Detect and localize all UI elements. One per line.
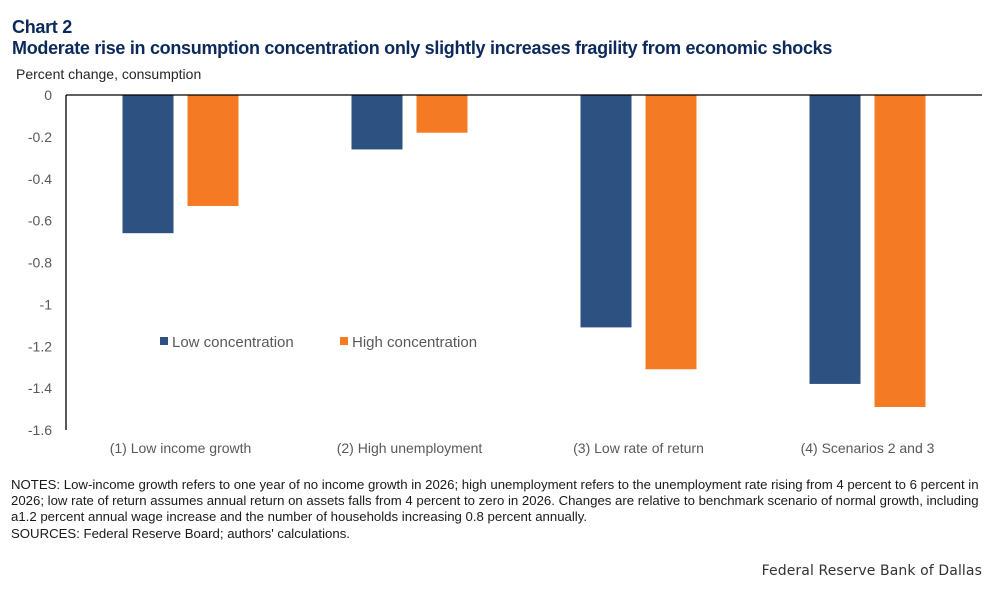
notes-section: NOTES: Low-income growth refers to one y…	[11, 477, 986, 542]
y-tick-label: -0.8	[28, 255, 52, 271]
bar-low-concentration-2	[351, 95, 403, 150]
x-category-label: (4) Scenarios 2 and 3	[801, 440, 935, 456]
source-credit: Federal Reserve Bank of Dallas	[761, 563, 982, 579]
bar-chart: 0 -0.2 -0.4 -0.6 -0.8 -1 -1.2 -1.4 -1.6 (1) Low …	[28, 87, 982, 456]
chart-title: Moderate rise in consumption concentrati…	[12, 38, 833, 58]
legend-label-high-concentration: High concentration	[352, 334, 477, 351]
bar-high-concentration-1	[187, 95, 239, 206]
chart-number: Chart 2	[12, 17, 72, 37]
y-tick-label: -1.6	[28, 422, 52, 438]
bars-group	[122, 95, 926, 407]
bar-low-concentration-4	[809, 95, 861, 384]
notes-text: NOTES: Low-income growth refers to one y…	[11, 477, 979, 525]
legend-swatch-low-concentration	[160, 337, 168, 345]
bar-high-concentration-4	[874, 95, 926, 407]
y-tick-label: -0.4	[28, 171, 52, 187]
y-axis-ticks: 0 -0.2 -0.4 -0.6 -0.8 -1 -1.2 -1.4 -1.6	[28, 87, 52, 438]
x-axis-categories: (1) Low income growth (2) High unemployme…	[110, 440, 935, 456]
x-category-label: (1) Low income growth	[110, 440, 252, 456]
y-tick-label: -1.2	[28, 338, 52, 354]
x-category-label: (2) High unemployment	[337, 440, 483, 456]
y-tick-label: -0.6	[28, 213, 52, 229]
bar-high-concentration-2	[416, 95, 468, 133]
y-axis-label: Percent change, consumption	[16, 66, 202, 82]
x-category-label: (3) Low rate of return	[573, 440, 704, 456]
bar-low-concentration-1	[122, 95, 174, 234]
sources-text: SOURCES: Federal Reserve Board; authors'…	[11, 525, 350, 541]
y-tick-label: -1	[40, 296, 53, 312]
y-tick-label: 0	[44, 87, 52, 103]
legend-swatch-high-concentration	[340, 337, 348, 345]
bar-high-concentration-3	[645, 95, 697, 370]
y-tick-label: -0.2	[28, 129, 52, 145]
legend: Low concentration High concentration	[160, 334, 477, 351]
y-tick-label: -1.4	[28, 380, 52, 396]
bar-low-concentration-3	[580, 95, 632, 328]
legend-label-low-concentration: Low concentration	[172, 334, 294, 351]
